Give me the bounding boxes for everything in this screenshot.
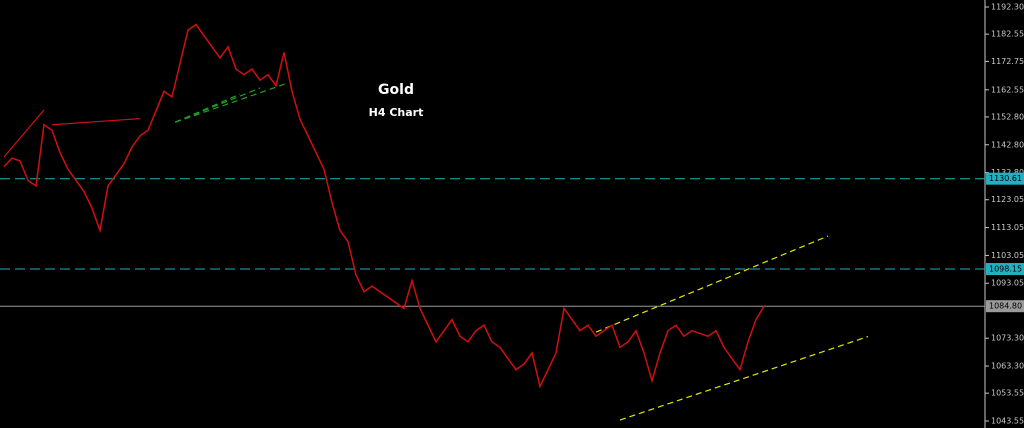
y-tick-label: 1162.55 bbox=[991, 85, 1024, 94]
price-label-box bbox=[986, 300, 1024, 313]
trend-line bbox=[3, 109, 45, 158]
y-tick-label: 1192.30 bbox=[991, 3, 1024, 12]
y-tick-label: 1113.05 bbox=[991, 223, 1024, 232]
y-tick-label: 1053.55 bbox=[991, 389, 1024, 398]
y-tick-label: 1182.55 bbox=[991, 30, 1024, 39]
trend-line bbox=[174, 87, 261, 123]
y-tick-label: 1043.55 bbox=[991, 417, 1024, 426]
price-label: 1098.15 bbox=[989, 265, 1022, 274]
y-tick-label: 1063.30 bbox=[991, 362, 1024, 371]
y-tick-label: 1123.05 bbox=[991, 195, 1024, 204]
trend-line bbox=[595, 235, 829, 333]
price-line bbox=[3, 23, 765, 389]
y-tick-label: 1132.80 bbox=[991, 168, 1024, 177]
chart-title: Gold bbox=[378, 82, 414, 98]
chart-subtitle: H4 Chart bbox=[369, 106, 424, 119]
trend-line bbox=[175, 83, 285, 123]
y-tick-label: 1073.30 bbox=[991, 334, 1024, 343]
trend-line bbox=[51, 118, 141, 126]
y-tick-label: 1142.80 bbox=[991, 140, 1024, 149]
price-label: 1130.61 bbox=[989, 174, 1022, 183]
y-tick-label: 1152.80 bbox=[991, 112, 1024, 121]
price-label-box bbox=[986, 172, 1024, 185]
price-label-box bbox=[986, 263, 1024, 276]
price-label: 1084.80 bbox=[989, 302, 1022, 311]
y-tick-label: 1103.05 bbox=[991, 251, 1024, 260]
y-tick-label: 1093.05 bbox=[991, 279, 1024, 288]
trend-line bbox=[619, 335, 869, 421]
y-tick-label: 1172.75 bbox=[991, 57, 1024, 66]
